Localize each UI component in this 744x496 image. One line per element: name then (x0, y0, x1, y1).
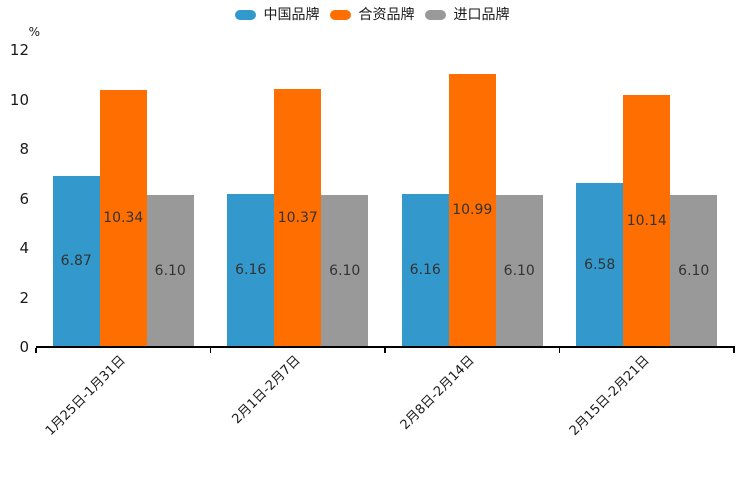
bar-series1-group1: 10.37 (274, 89, 322, 346)
bar-value-label: 6.16 (235, 261, 267, 278)
y-axis-tick-label: 10 (9, 90, 29, 109)
bar-value-label: 10.14 (626, 212, 667, 229)
bar-series2-group0: 6.10 (146, 195, 194, 346)
bar-value-label: 6.87 (60, 252, 92, 269)
legend-item-series2: 进口品牌 (424, 5, 510, 25)
x-axis-category-label: 2月1日-2月7日 (229, 353, 304, 428)
bar-value-label: 6.10 (503, 262, 535, 279)
bar-value-label: 6.10 (154, 262, 186, 279)
bar-series0-group3: 6.58 (576, 183, 624, 346)
legend-label: 中国品牌 (263, 7, 320, 23)
y-axis-tick-label: 8 (19, 140, 29, 158)
y-axis-unit-label: % (28, 25, 40, 39)
x-axis-tick (558, 348, 561, 353)
legend-swatch-icon (234, 10, 256, 20)
bar-series0-group0: 6.87 (52, 175, 100, 346)
legend: 中国品牌 合资品牌 进口品牌 (0, 5, 744, 25)
bar-series0-group1: 6.16 (227, 193, 275, 346)
bar-series2-group2: 6.10 (495, 195, 543, 346)
bar-value-label: 10.99 (452, 201, 493, 218)
bar-series2-group3: 6.10 (670, 195, 718, 346)
bar-value-label: 6.58 (584, 256, 616, 273)
bar-series1-group3: 10.14 (623, 95, 671, 346)
bar-series1-group2: 10.99 (448, 73, 496, 346)
legend-swatch-icon (329, 10, 351, 20)
x-axis-tick (733, 348, 735, 353)
y-axis-tick-label: 6 (19, 189, 29, 208)
legend-item-series1: 合资品牌 (329, 5, 415, 25)
legend-label: 合资品牌 (358, 7, 415, 23)
x-axis-category-label: 2月8日-2月14日 (397, 353, 478, 433)
x-axis-category-label: 2月15日-2月21日 (566, 353, 653, 439)
bar-series2-group1: 6.10 (321, 195, 369, 346)
bar-value-label: 10.34 (103, 210, 144, 227)
bar-value-label: 10.37 (277, 209, 318, 226)
bar-value-label: 6.16 (409, 261, 441, 278)
legend-label: 进口品牌 (453, 7, 510, 23)
x-axis-tick (384, 348, 386, 353)
bar-series1-group0: 10.34 (99, 90, 147, 346)
bar-series0-group2: 6.16 (401, 193, 449, 346)
bar-value-label: 6.10 (678, 262, 710, 279)
y-axis-tick-label: 12 (9, 41, 29, 59)
x-axis-line (36, 346, 735, 348)
x-axis-tick (35, 348, 37, 353)
bar-value-label: 6.10 (329, 262, 361, 279)
x-axis-category-label: 1月25日-1月31日 (43, 353, 129, 439)
y-axis-tick-label: 0 (19, 338, 29, 356)
y-axis-tick-label: 2 (19, 288, 29, 307)
legend-swatch-icon (424, 10, 446, 20)
y-axis-tick-label: 4 (19, 239, 29, 257)
legend-item-series0: 中国品牌 (234, 5, 320, 25)
x-axis-tick (209, 348, 212, 353)
